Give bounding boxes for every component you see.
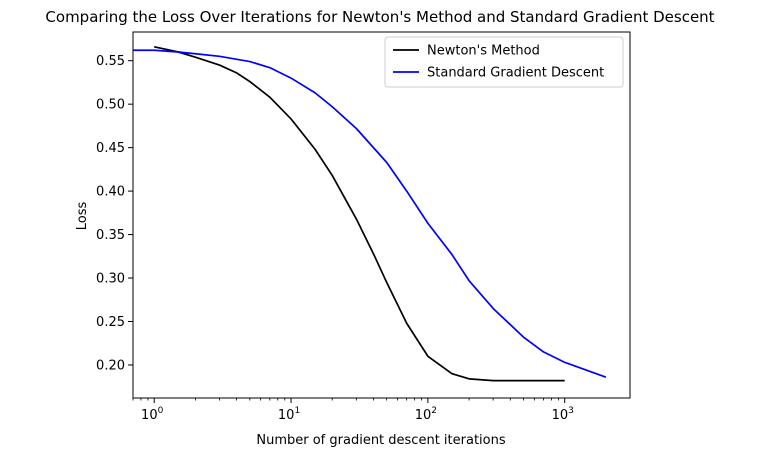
x-tick-label: 100 bbox=[141, 406, 164, 423]
x-tick-label: 102 bbox=[415, 406, 437, 423]
y-axis-label: Loss bbox=[75, 202, 90, 231]
y-tick-label: 0.35 bbox=[96, 228, 125, 243]
x-tick-label: 101 bbox=[278, 406, 300, 423]
legend-box bbox=[384, 36, 624, 88]
x-axis-label: Number of gradient descent iterations bbox=[256, 433, 505, 448]
chart-title: Comparing the Loss Over Iterations for N… bbox=[45, 8, 714, 26]
y-tick-label: 0.45 bbox=[96, 141, 125, 156]
x-tick-label: 103 bbox=[552, 406, 574, 423]
y-tick-label: 0.55 bbox=[96, 54, 125, 69]
y-tick-label: 0.30 bbox=[96, 272, 125, 287]
legend-label: Standard Gradient Descent bbox=[427, 66, 604, 81]
legend: Newton's Method Standard Gradient Descent bbox=[384, 36, 624, 88]
y-tick-label: 0.20 bbox=[96, 358, 125, 373]
series-line-0 bbox=[154, 45, 565, 382]
series-line-1 bbox=[133, 49, 607, 378]
y-tick-label: 0.25 bbox=[96, 315, 125, 330]
legend-label: Newton's Method bbox=[427, 44, 540, 59]
y-tick-label: 0.40 bbox=[96, 185, 125, 200]
plot-frame bbox=[132, 31, 631, 399]
y-tick-label: 0.50 bbox=[96, 98, 125, 113]
